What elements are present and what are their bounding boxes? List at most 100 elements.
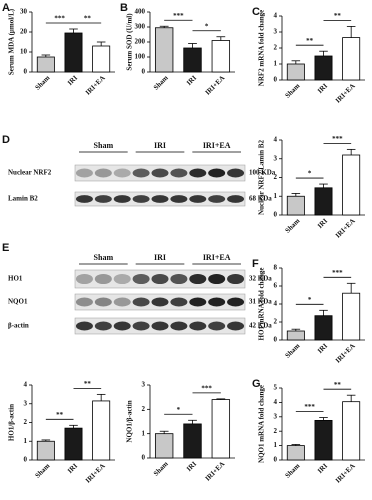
y-tick-label: 200 bbox=[135, 38, 146, 46]
bar bbox=[314, 419, 333, 461]
blot-band bbox=[151, 321, 169, 331]
blot-band bbox=[113, 321, 131, 331]
y-tick-label: 3 bbox=[274, 412, 278, 420]
significance-label: *** bbox=[173, 12, 184, 20]
bar bbox=[286, 195, 305, 216]
y-tick-label: 1 bbox=[274, 60, 278, 68]
group-label: Sham bbox=[94, 141, 114, 150]
x-tick-label: IRI bbox=[66, 74, 79, 87]
blot-band bbox=[227, 321, 245, 331]
y-tick-label: 2 bbox=[274, 427, 278, 435]
group-label: IRI bbox=[154, 253, 166, 262]
significance-label: ** bbox=[84, 15, 92, 23]
y-tick-label: 3 bbox=[274, 154, 278, 162]
significance-label: ** bbox=[306, 37, 314, 45]
y-tick-label: 6 bbox=[274, 282, 278, 290]
bar bbox=[64, 427, 83, 461]
y-tick-label: 2 bbox=[24, 418, 28, 426]
bar bbox=[286, 445, 305, 461]
blot-band bbox=[94, 321, 112, 331]
y-tick-label: 4 bbox=[24, 381, 28, 389]
blot-band bbox=[208, 297, 226, 307]
y-axis-title: HO1/β-actin bbox=[8, 404, 16, 441]
y-axis-title: Serum SOD (U/ml) bbox=[126, 13, 134, 71]
y-tick-label: 0 bbox=[274, 456, 278, 464]
blot-band bbox=[75, 168, 93, 178]
bar bbox=[154, 433, 174, 459]
blot-band bbox=[94, 195, 112, 203]
y-tick-label: 0 bbox=[142, 68, 146, 76]
bar bbox=[183, 47, 202, 73]
blot-band bbox=[189, 321, 207, 331]
blot-band bbox=[113, 168, 131, 178]
blot-band bbox=[94, 168, 112, 178]
blot-band bbox=[113, 297, 131, 307]
y-tick-label: 4 bbox=[274, 136, 278, 144]
y-tick-label: 2 bbox=[274, 318, 278, 326]
blot-band bbox=[189, 195, 207, 203]
y-axis-title: Serum MDA (μmol/L) bbox=[8, 8, 16, 75]
group-label: IRI bbox=[154, 141, 166, 150]
blot-band bbox=[208, 273, 226, 285]
blot-band bbox=[170, 321, 188, 331]
y-tick-label: 2 bbox=[274, 173, 278, 181]
y-tick-label: 4 bbox=[274, 398, 278, 406]
blot-band bbox=[227, 297, 245, 307]
blot-band bbox=[227, 168, 245, 178]
blot-band bbox=[170, 297, 188, 307]
x-tick-label: IRI bbox=[316, 217, 329, 230]
significance-label: ** bbox=[56, 411, 64, 419]
y-axis-title: HO1 mRNA fold change bbox=[258, 268, 266, 341]
blot-band bbox=[75, 297, 93, 307]
blot-band bbox=[132, 273, 150, 285]
panel-label: F bbox=[252, 258, 259, 270]
blot-band bbox=[170, 168, 188, 178]
bar bbox=[183, 423, 202, 459]
size-label: 32 KDa bbox=[249, 275, 272, 283]
y-axis-title: NQO1 mRNA fold change bbox=[258, 385, 266, 463]
bar bbox=[342, 37, 361, 81]
blot-band bbox=[189, 273, 207, 285]
x-tick-label: IRI+EA bbox=[84, 74, 107, 97]
y-tick-label: 400 bbox=[135, 8, 146, 16]
panel-label: C bbox=[252, 6, 260, 18]
bar bbox=[64, 32, 83, 73]
row-label: β-actin bbox=[8, 322, 29, 330]
blot-band bbox=[75, 273, 93, 285]
x-tick-label: IRI+EA bbox=[334, 342, 357, 365]
blot-band bbox=[170, 273, 188, 285]
x-tick-label: IRI+EA bbox=[334, 82, 357, 105]
y-tick-label: 3 bbox=[142, 381, 146, 389]
significance-label: *** bbox=[332, 135, 343, 143]
y-tick-label: 2 bbox=[142, 405, 146, 413]
y-tick-label: 1 bbox=[142, 429, 146, 437]
y-tick-label: 8 bbox=[274, 264, 278, 272]
size-label: 100 KDa bbox=[249, 169, 276, 177]
blot-band bbox=[227, 273, 245, 285]
panel-label: G bbox=[252, 378, 261, 390]
y-tick-label: 300 bbox=[135, 23, 146, 31]
x-tick-label: Sham bbox=[34, 74, 52, 92]
blot-band bbox=[151, 168, 169, 178]
bar bbox=[314, 187, 333, 216]
y-tick-label: 20 bbox=[20, 28, 28, 36]
y-tick-label: 1 bbox=[274, 192, 278, 200]
bar bbox=[286, 63, 305, 81]
group-label: IRI+EA bbox=[203, 253, 231, 262]
bar bbox=[92, 45, 111, 73]
group-label: IRI+EA bbox=[203, 141, 231, 150]
blot-band bbox=[94, 297, 112, 307]
row-label: Nuclear NRF2 bbox=[8, 169, 52, 177]
y-tick-label: 0 bbox=[274, 336, 278, 344]
y-tick-label: 2 bbox=[274, 44, 278, 52]
panel-label: E bbox=[2, 242, 9, 254]
panel-label: B bbox=[120, 2, 128, 14]
y-axis-title: Nuclear NRF2/Lamin B2 bbox=[258, 140, 266, 215]
x-tick-label: IRI bbox=[185, 74, 198, 87]
x-tick-label: Sham bbox=[34, 462, 52, 480]
y-tick-label: 5 bbox=[274, 384, 278, 392]
significance-label: ** bbox=[84, 380, 92, 388]
panel-label: A bbox=[2, 2, 10, 14]
size-label: 68 KDa bbox=[249, 195, 272, 203]
y-tick-label: 30 bbox=[20, 8, 28, 16]
